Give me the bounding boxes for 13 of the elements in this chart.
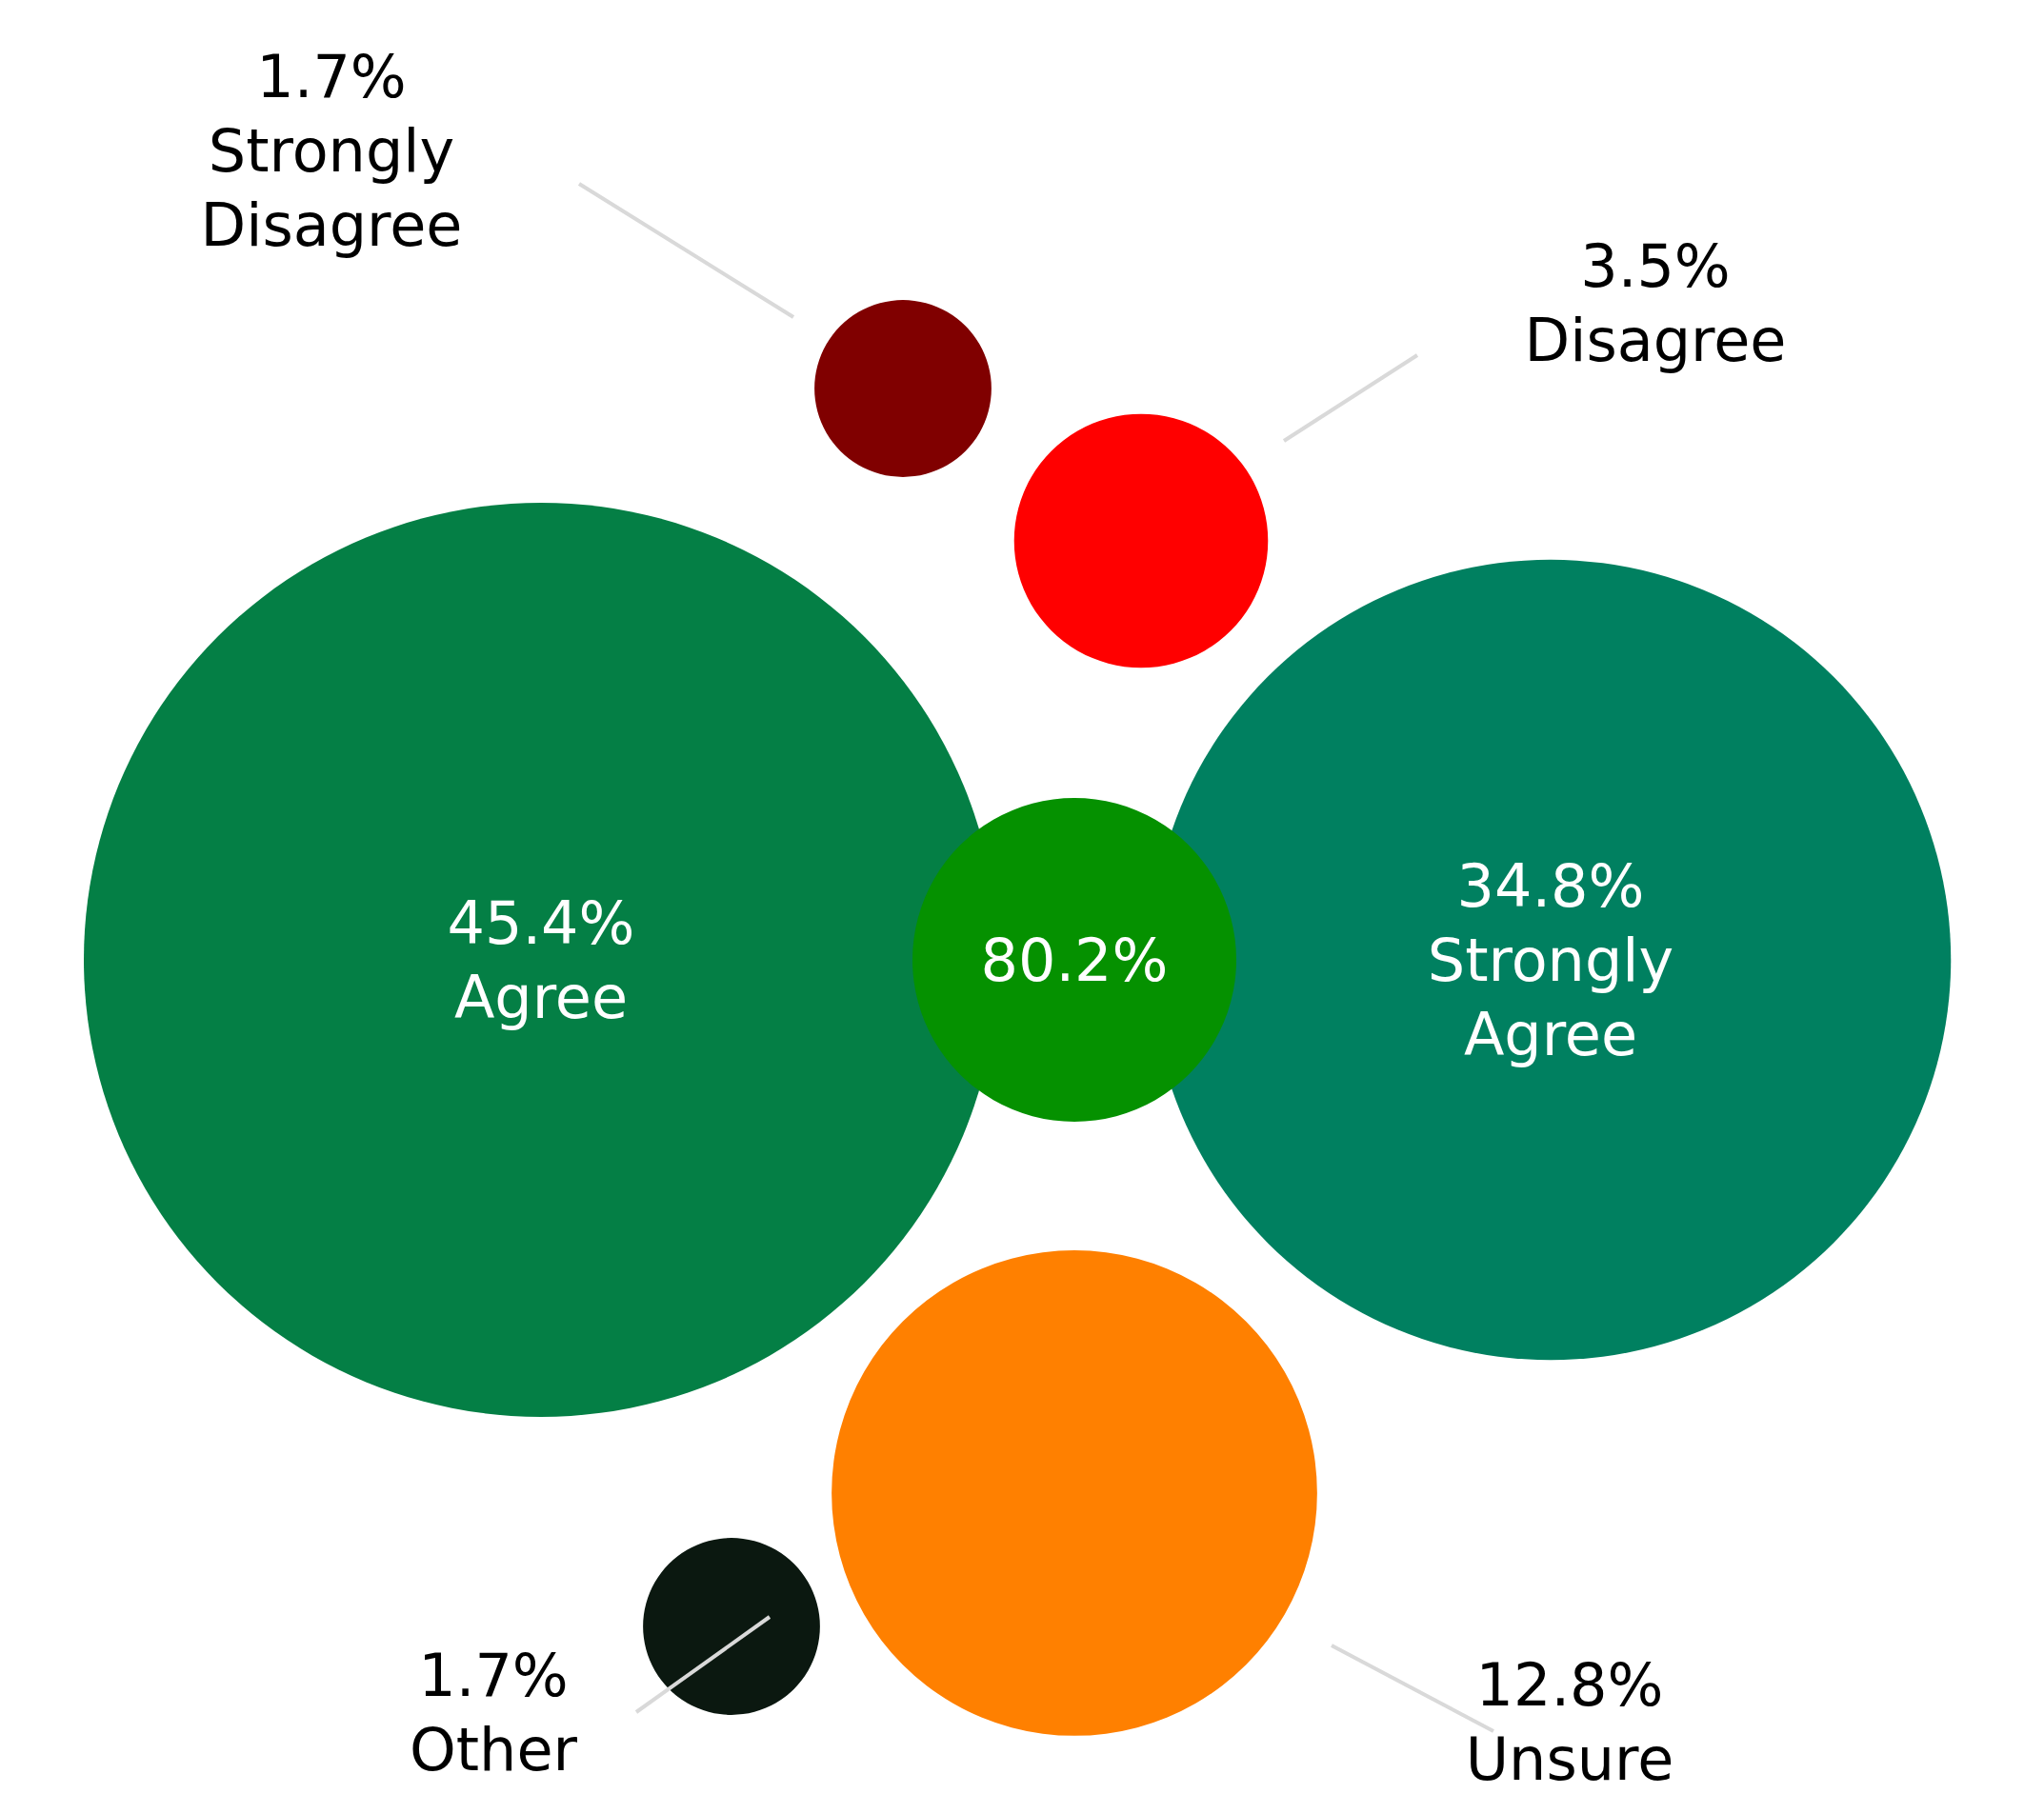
data-label: 1.7%	[256, 41, 407, 111]
category-label: Agree	[453, 962, 629, 1032]
data-label: 80.2%	[980, 925, 1169, 995]
category-label: Strongly Disagree	[200, 115, 463, 260]
category-label: Strongly Agree	[1427, 925, 1674, 1069]
data-label: 3.5%	[1580, 230, 1731, 301]
data-label: 12.8%	[1475, 1649, 1664, 1720]
data-label: 45.4%	[447, 887, 635, 958]
data-label: 34.8%	[1456, 850, 1645, 921]
category-label: Other	[409, 1714, 578, 1784]
category-label: Disagree	[1524, 305, 1787, 375]
category-label: Unsure	[1465, 1724, 1674, 1794]
data-label: 1.7%	[418, 1640, 569, 1710]
